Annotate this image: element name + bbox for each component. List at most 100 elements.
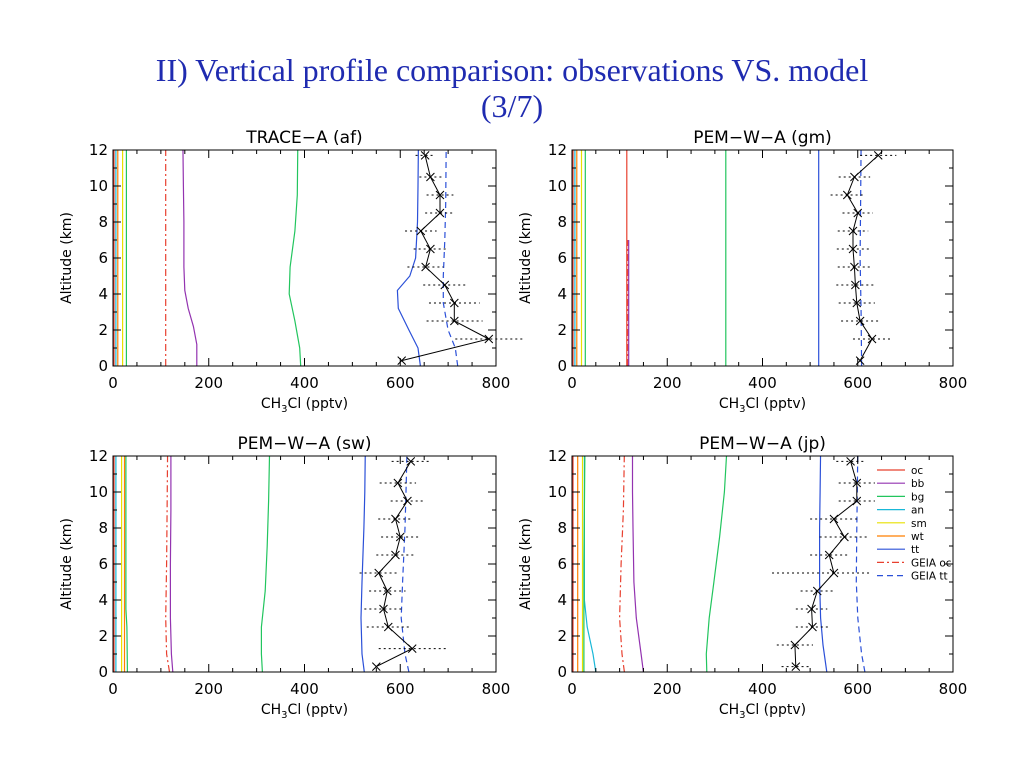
obs-marker-7 [395, 532, 405, 542]
panel-4-observations [772, 457, 875, 671]
y-tick-label: 0 [98, 357, 108, 375]
panel-1-observations [397, 151, 523, 365]
y-tick-label: 4 [557, 285, 567, 303]
obs-marker-3 [449, 298, 459, 308]
obs-marker-6 [391, 550, 400, 560]
y-tick-label: 2 [98, 321, 108, 339]
x-tick-label: 800 [939, 680, 968, 698]
y-tick-label: 2 [557, 321, 567, 339]
obs-marker-4 [812, 586, 822, 596]
obs-marker-9 [435, 190, 445, 200]
obs-marker-2 [449, 316, 459, 326]
y-tick-label: 6 [557, 555, 567, 573]
obs-marker-11 [406, 457, 416, 466]
series-line-tt [818, 456, 828, 672]
panel-3: 0 200 400 600 800 0 2 4 6 8 10 12 PEM−W−A (sw) CH3Cl … [59, 434, 510, 721]
panel-title: PEM−W−A (gm) [693, 128, 832, 148]
panel-3-observations [359, 457, 449, 671]
y-tick-label: 12 [548, 447, 567, 465]
y-tick-label: 2 [557, 627, 567, 645]
x-tick-label: 400 [290, 374, 319, 392]
y-tick-label: 6 [98, 555, 108, 573]
x-tick-label: 0 [567, 374, 577, 392]
legend-label: GEIA tt [911, 571, 948, 583]
obs-marker-6 [824, 550, 834, 560]
x-axis-label: CH3Cl (pptv) [261, 396, 348, 415]
series-line-geia-tt [859, 150, 863, 366]
panel-title: PEM−W−A (sw) [237, 434, 371, 454]
obs-marker-1 [867, 334, 877, 344]
x-tick-label: 600 [843, 680, 872, 698]
panel-4-series [572, 456, 866, 672]
y-tick-label: 12 [548, 141, 567, 159]
series-line-bg [705, 456, 728, 672]
y-tick-label: 4 [98, 285, 108, 303]
y-tick-label: 10 [89, 177, 108, 195]
panel-2-observations [830, 151, 897, 365]
obs-marker-9 [842, 190, 852, 200]
obs-marker-5 [374, 568, 384, 578]
obs-marker-10 [850, 172, 859, 182]
y-tick-label: 0 [98, 663, 108, 681]
series-line-bg [260, 456, 271, 672]
y-tick-label: 8 [557, 519, 567, 537]
obs-marker-6 [426, 244, 435, 254]
obs-mean-line [376, 461, 414, 668]
series-line-geia-oc [618, 456, 625, 672]
panel-4-axes-frame [571, 455, 954, 673]
obs-marker-9 [403, 496, 412, 506]
x-tick-label: 600 [386, 374, 415, 392]
obs-marker-4 [382, 586, 392, 596]
y-axis-label: Altitude (km) [59, 212, 75, 304]
legend-label: oc [911, 465, 923, 477]
obs-marker-3 [852, 298, 862, 308]
series-line-geia-oc [165, 456, 171, 672]
series-line-bg_small [583, 456, 586, 672]
obs-marker-0 [397, 356, 407, 365]
x-tick-label: 800 [482, 374, 511, 392]
obs-marker-8 [391, 514, 400, 524]
obs-marker-0 [371, 662, 381, 671]
x-axis-label: CH3Cl (pptv) [719, 702, 806, 721]
series-line-an [583, 456, 597, 672]
obs-marker-2 [383, 622, 393, 632]
x-tick-label: 800 [482, 680, 511, 698]
legend-label: an [911, 505, 924, 517]
obs-marker-11 [846, 457, 855, 466]
x-tick-label: 200 [194, 680, 223, 698]
x-tick-label: 0 [108, 374, 118, 392]
series-line-bb [631, 456, 644, 672]
obs-marker-9 [852, 496, 862, 506]
obs-marker-4 [440, 280, 450, 290]
series-line-tt [396, 150, 421, 366]
legend-label: bg [911, 491, 924, 503]
x-tick-label: 400 [290, 680, 319, 698]
panel-1-axes-frame [112, 149, 497, 367]
obs-mean-line [794, 461, 858, 667]
x-tick-label: 0 [108, 680, 118, 698]
x-tick-label: 200 [653, 374, 682, 392]
obs-marker-1 [790, 640, 800, 650]
x-tick-label: 0 [567, 680, 577, 698]
series-line-bb [169, 456, 174, 672]
obs-marker-8 [829, 514, 839, 524]
slide-title-line-2: (3/7) [480, 88, 544, 124]
slide-title: II) Vertical profile comparison: observa… [0, 52, 1024, 124]
obs-marker-6 [848, 244, 858, 254]
panel-2-series [572, 150, 863, 366]
obs-marker-1 [484, 334, 494, 344]
y-tick-label: 10 [548, 177, 567, 195]
obs-marker-4 [851, 280, 860, 290]
x-tick-label: 600 [843, 374, 872, 392]
x-tick-label: 200 [653, 680, 682, 698]
series-line-geia-tt [442, 150, 459, 366]
panel-2: 0 200 400 600 800 0 2 4 6 8 10 12 PEM−W−A (gm) CH3Cl … [518, 128, 967, 415]
panel-title: PEM−W−A (jp) [699, 434, 826, 454]
y-axis-label: Altitude (km) [518, 212, 534, 304]
panel-4: 0 200 400 600 800 0 2 4 6 8 10 12 PEM−W−A (jp) CH3Cl … [518, 434, 967, 721]
obs-marker-1 [407, 644, 417, 653]
y-tick-label: 8 [98, 213, 108, 231]
panel-1: 0 200 400 600 800 0 2 4 6 8 10 12 TRACE−A (af) CH3Cl … [59, 128, 523, 415]
x-axis-label: CH3Cl (pptv) [261, 702, 348, 721]
